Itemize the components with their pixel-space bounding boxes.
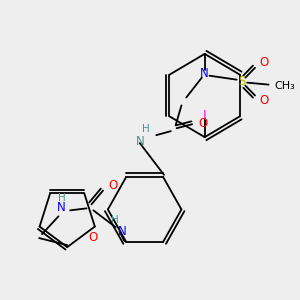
- Text: N: N: [200, 67, 209, 80]
- Text: N: N: [135, 135, 144, 148]
- Text: N: N: [118, 225, 127, 238]
- Text: CH₃: CH₃: [274, 81, 295, 91]
- Text: O: O: [198, 117, 207, 130]
- Text: H: H: [142, 124, 149, 134]
- Text: O: O: [260, 94, 269, 107]
- Text: N: N: [57, 201, 66, 214]
- Text: H: H: [58, 194, 65, 203]
- Text: O: O: [260, 56, 269, 69]
- Text: I: I: [203, 109, 206, 122]
- Text: O: O: [88, 230, 98, 244]
- Text: O: O: [108, 179, 117, 192]
- Text: S: S: [238, 75, 245, 88]
- Text: H: H: [111, 215, 119, 225]
